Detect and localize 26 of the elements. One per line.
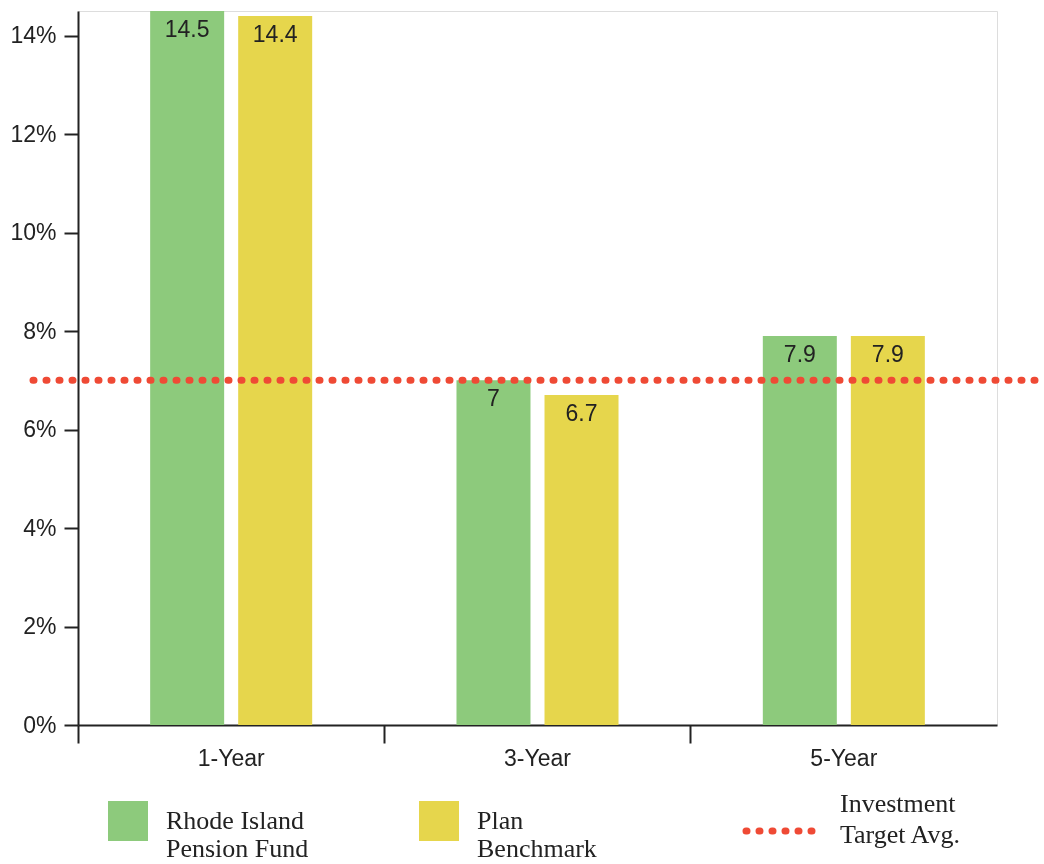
- data-label: 14.5: [164, 16, 210, 42]
- y-tick-label: 10%: [10, 219, 57, 246]
- data-label: 7.9: [783, 340, 816, 367]
- y-tick-label: 12%: [10, 120, 57, 147]
- legend-label: Rhode Island Pension Fund: [166, 806, 309, 863]
- bar: [456, 380, 531, 725]
- legend-label: Investment Target Avg.: [840, 789, 960, 849]
- x-tick-label: 1-Year: [197, 744, 265, 771]
- data-label: 6.7: [565, 400, 598, 427]
- data-label: 14.4: [252, 20, 298, 47]
- bar: [762, 335, 837, 725]
- bar: [544, 395, 619, 725]
- legend-label: Plan Benchmark: [477, 806, 597, 863]
- y-tick-label: 0%: [23, 711, 57, 738]
- y-tick-label: 2%: [23, 613, 57, 640]
- y-tick-label: 6%: [23, 416, 57, 443]
- bar: [850, 335, 925, 725]
- bar: [150, 11, 225, 725]
- data-label: 7: [487, 385, 500, 412]
- bar: [238, 15, 313, 725]
- data-label: 7.9: [871, 340, 904, 367]
- y-tick-label: 14%: [10, 22, 57, 49]
- y-tick-label: 8%: [23, 317, 57, 344]
- x-tick-label: 5-Year: [810, 744, 878, 771]
- x-tick-label: 3-Year: [504, 744, 572, 771]
- y-tick-label: 4%: [23, 514, 57, 541]
